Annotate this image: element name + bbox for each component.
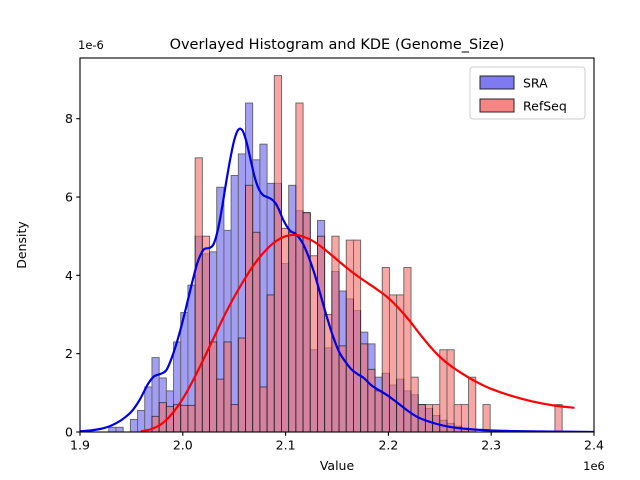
histogram-bar xyxy=(396,294,405,432)
histogram-bar xyxy=(446,349,455,432)
y-tick-label: 2 xyxy=(65,346,73,361)
x-axis-label: Value xyxy=(320,458,355,473)
x-tick-label: 2.3 xyxy=(481,438,501,453)
histogram-bar xyxy=(237,337,246,432)
histogram-bar xyxy=(295,102,304,432)
kde-curve-refseq-kde xyxy=(140,233,575,432)
x-tick-label: 2.0 xyxy=(173,438,193,453)
y-tick-label: 0 xyxy=(65,424,73,439)
histogram-bar xyxy=(223,341,232,432)
histogram-bar xyxy=(367,368,376,432)
legend-swatch-refseq xyxy=(479,98,515,113)
histogram-bar xyxy=(230,404,239,432)
plot-area xyxy=(80,75,594,432)
x-tick-label: 2.1 xyxy=(276,438,296,453)
legend-label-refseq: RefSeq xyxy=(523,99,567,114)
histogram-bar xyxy=(317,235,326,432)
histogram-bar xyxy=(194,157,203,432)
histogram-bar xyxy=(144,386,153,432)
histogram-bar xyxy=(360,343,369,432)
histogram-bar xyxy=(151,415,160,432)
histogram-bar xyxy=(468,376,477,432)
y-axis-offset-text: 1e-6 xyxy=(78,38,104,52)
histogram-bar xyxy=(482,404,491,432)
chart-legend: SRA RefSeq xyxy=(469,66,586,120)
histogram-bar xyxy=(187,404,196,432)
legend-label-sra: SRA xyxy=(523,76,548,91)
histogram-bar xyxy=(353,239,362,432)
histogram-bar xyxy=(180,404,189,432)
histogram-bar xyxy=(201,235,210,432)
histogram-bar xyxy=(137,410,146,432)
histogram-bar xyxy=(273,75,282,432)
histogram-bar xyxy=(281,227,290,432)
histogram-bar xyxy=(432,404,441,432)
y-tick-label: 4 xyxy=(65,268,73,283)
x-tick-label: 1.9 xyxy=(70,438,90,453)
histogram-bar xyxy=(410,376,419,432)
histogram-bar xyxy=(554,404,563,432)
histogram-bar xyxy=(108,426,117,432)
histogram-bar xyxy=(245,184,254,432)
chart-title: Overlayed Histogram and KDE (Genome_Size… xyxy=(170,37,505,53)
histogram-bar xyxy=(252,231,261,432)
histogram-bar xyxy=(115,426,124,432)
histogram-bar xyxy=(216,378,225,432)
histogram-bar xyxy=(259,386,268,432)
y-axis-label: Density xyxy=(14,221,29,269)
histogram-bar xyxy=(266,294,275,432)
kde-curve-sra-kde xyxy=(80,127,594,432)
x-tick-label: 2.4 xyxy=(584,438,604,453)
histogram-series-refseq xyxy=(151,75,563,432)
histogram-bar xyxy=(388,294,398,432)
histogram-bar xyxy=(158,402,167,432)
y-tick-label: 8 xyxy=(65,111,73,126)
histogram-bar xyxy=(374,390,383,432)
y-tick-label: 6 xyxy=(65,189,73,204)
x-axis-offset-text: 1e6 xyxy=(583,459,605,473)
histogram-bar xyxy=(381,267,390,432)
axes-spines xyxy=(79,57,595,433)
histogram-bar xyxy=(288,231,297,432)
legend-swatch-sra xyxy=(479,75,515,90)
histogram-bar xyxy=(424,404,434,432)
histogram-bar xyxy=(230,175,239,432)
x-tick-label: 2.2 xyxy=(378,438,398,453)
histogram-bar xyxy=(129,419,139,432)
histogram-bar xyxy=(209,341,218,432)
